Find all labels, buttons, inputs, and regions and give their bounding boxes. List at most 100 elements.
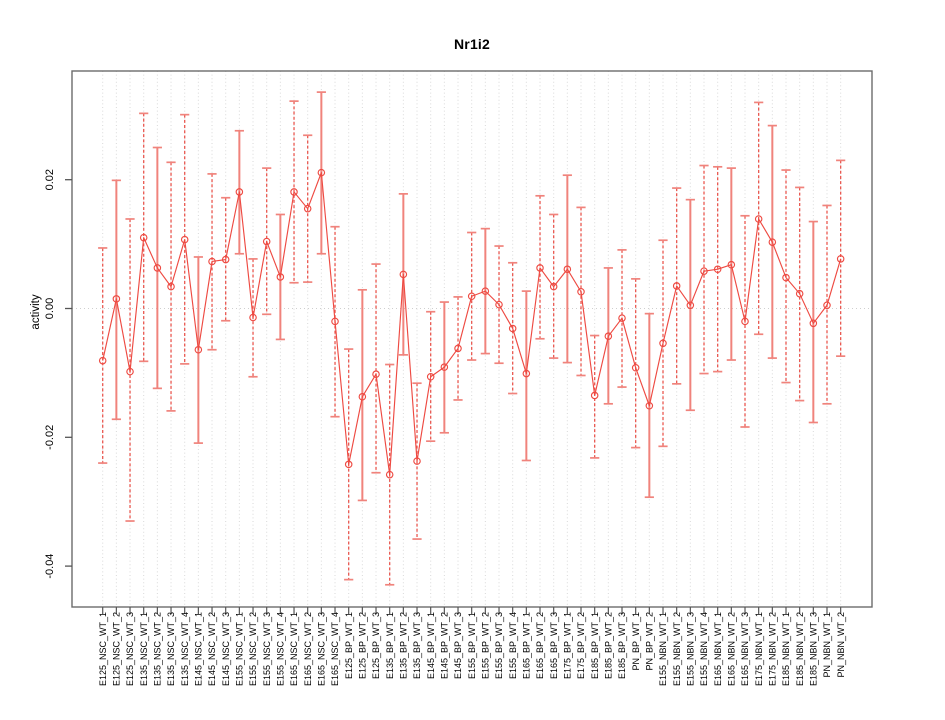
x-tick-label: E165_NSC_WT_3 <box>317 612 327 686</box>
x-tick-label: E145_NSC_WT_3 <box>221 612 231 686</box>
data-point-marker <box>563 265 572 273</box>
x-tick-label: E175_BP_WT_2 <box>576 612 586 679</box>
x-tick-label: E135_BP_WT_1 <box>385 612 395 679</box>
data-point-marker <box>577 287 585 296</box>
data-point-marker <box>276 273 285 281</box>
x-tick-label: E155_BP_WT_2 <box>481 612 491 679</box>
data-point-marker <box>303 204 312 213</box>
data-point-marker <box>413 457 421 465</box>
data-point-marker <box>385 470 394 479</box>
data-point-marker <box>795 289 804 298</box>
data-point-marker <box>344 460 353 469</box>
data-point-marker <box>454 344 462 353</box>
y-tick-label: 0.02 <box>44 169 56 190</box>
data-point-marker <box>372 370 380 378</box>
x-tick-label: E165_BP_WT_3 <box>549 612 559 679</box>
x-tick-label: E185_NBN_WT_1 <box>781 612 791 686</box>
data-point-marker <box>659 339 667 348</box>
x-tick-label: E135_NSC_WT_4 <box>180 612 190 686</box>
x-tick-label: E165_NBN_WT_1 <box>713 612 723 686</box>
data-point-marker <box>139 233 148 242</box>
data-point-marker <box>782 273 790 282</box>
x-tick-label: E185_BP_WT_3 <box>617 612 627 679</box>
data-point-marker <box>495 300 503 309</box>
data-point-marker <box>672 282 681 290</box>
data-point-marker <box>631 363 640 372</box>
data-point-marker <box>604 332 613 340</box>
data-point-marker <box>590 391 599 400</box>
y-tick-label: -0.02 <box>44 425 56 450</box>
x-tick-label: E135_NSC_WT_2 <box>153 612 163 686</box>
x-tick-label: E155_NSC_WT_1 <box>235 612 245 686</box>
data-point-marker <box>467 292 476 301</box>
x-tick-label: E155_NBN_WT_2 <box>672 612 682 686</box>
x-tick-label: E165_NBN_WT_3 <box>740 612 750 686</box>
x-tick-label: E135_NSC_WT_1 <box>139 612 149 686</box>
x-tick-label: E145_NSC_WT_1 <box>194 612 204 686</box>
data-point-marker <box>645 401 654 410</box>
x-tick-label: E165_BP_WT_2 <box>535 612 545 679</box>
x-tick-label: E125_BP_WT_2 <box>358 612 368 679</box>
data-point-marker <box>823 301 831 310</box>
series-line <box>102 172 842 476</box>
x-tick-label: E165_NSC_WT_1 <box>289 612 299 686</box>
x-tick-label: E155_BP_WT_1 <box>467 612 477 679</box>
data-point-marker <box>221 255 230 264</box>
data-point-marker <box>426 372 435 381</box>
x-tick-label: E135_NSC_WT_3 <box>166 612 176 686</box>
data-point-marker <box>98 356 107 365</box>
x-tick-label: E175_NBN_WT_2 <box>768 612 778 686</box>
data-point-marker <box>618 314 626 322</box>
data-point-marker <box>741 317 749 326</box>
x-tick-label: E185_NBN_WT_2 <box>795 612 805 686</box>
data-point-marker <box>167 282 175 291</box>
data-point-marker <box>331 317 339 326</box>
data-point-marker <box>508 324 517 333</box>
data-point-marker <box>481 287 490 295</box>
x-tick-label: E155_NSC_WT_4 <box>276 612 286 686</box>
data-point-marker <box>440 363 449 371</box>
data-point-marker <box>249 313 257 322</box>
data-point-marker <box>208 257 216 266</box>
x-tick-label: E185_BP_WT_2 <box>604 612 614 679</box>
x-tick-label: E125_BP_WT_1 <box>344 612 354 679</box>
x-tick-label: E145_BP_WT_2 <box>440 612 450 679</box>
x-tick-label: E165_NSC_WT_2 <box>303 612 313 686</box>
x-tick-label: E155_BP_WT_4 <box>508 612 518 679</box>
x-tick-label: E155_NBN_WT_3 <box>686 612 696 686</box>
data-point-marker <box>686 301 695 310</box>
data-point-marker <box>112 295 121 303</box>
x-tick-label: E125_NSC_WT_3 <box>125 612 135 686</box>
data-point-marker <box>727 260 736 269</box>
x-tick-label: E125_NSC_WT_2 <box>112 612 122 686</box>
x-tick-label: PN_NBN_WT_1 <box>822 612 832 678</box>
x-tick-label: E185_BP_WT_1 <box>590 612 600 679</box>
x-tick-label: E155_NBN_WT_1 <box>658 612 668 686</box>
data-point-marker <box>399 270 408 279</box>
data-point-marker <box>262 237 271 246</box>
data-point-marker <box>536 264 544 272</box>
data-point-marker <box>126 367 134 376</box>
data-point-marker <box>713 265 722 273</box>
data-point-marker <box>290 188 298 196</box>
data-point-marker <box>768 238 777 246</box>
data-point-marker <box>549 282 558 291</box>
data-point-marker <box>836 255 845 263</box>
x-tick-label: E145_BP_WT_3 <box>453 612 463 679</box>
x-tick-label: PN_NBN_WT_2 <box>836 612 846 678</box>
x-tick-label: E155_NBN_WT_4 <box>699 612 709 686</box>
x-tick-label: E145_BP_WT_1 <box>426 612 436 679</box>
data-point-marker <box>358 392 367 401</box>
x-tick-label: E175_BP_WT_1 <box>563 612 573 679</box>
data-point-marker <box>153 264 162 272</box>
x-tick-label: E155_NSC_WT_2 <box>248 612 258 686</box>
x-tick-label: E125_NSC_WT_1 <box>98 612 108 686</box>
data-point-marker <box>194 345 203 354</box>
data-point-marker <box>180 235 189 244</box>
data-point-marker <box>809 319 818 328</box>
data-point-marker <box>754 215 763 223</box>
x-tick-label: E165_NSC_WT_4 <box>330 612 340 686</box>
x-tick-label: E155_BP_WT_3 <box>494 612 504 679</box>
